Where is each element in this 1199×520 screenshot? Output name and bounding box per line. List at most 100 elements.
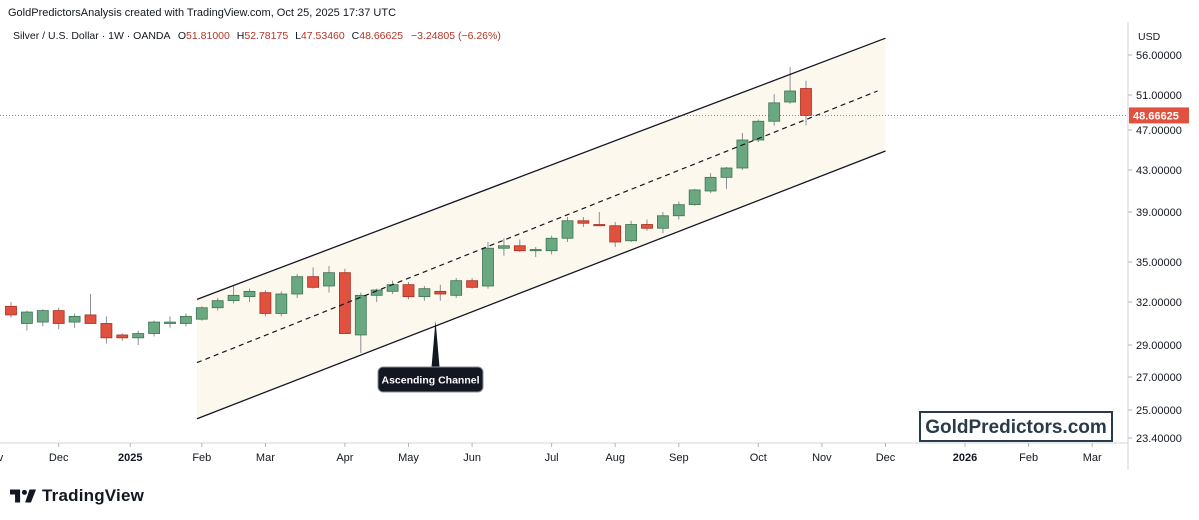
- callout-text: Ascending Channel: [381, 375, 479, 387]
- candle[interactable]: [243, 288, 256, 302]
- candle[interactable]: [800, 80, 812, 126]
- candle-body-up: [243, 290, 256, 298]
- y-tick-label: 29.00000: [1136, 340, 1182, 352]
- candle[interactable]: [354, 292, 367, 353]
- candle[interactable]: [529, 247, 542, 257]
- x-tick-label: Nov: [0, 452, 4, 464]
- candle-body-up: [657, 215, 669, 229]
- candle-body-down: [577, 220, 590, 224]
- candle[interactable]: [466, 278, 479, 289]
- candle-body-down: [52, 310, 65, 324]
- candle[interactable]: [784, 67, 796, 104]
- candle-body-up: [736, 139, 749, 169]
- candle[interactable]: [291, 274, 304, 298]
- legend-high-label: H: [237, 30, 245, 42]
- candle[interactable]: [402, 282, 415, 300]
- x-tick-label: Aug: [605, 452, 625, 464]
- candle-body-down: [84, 314, 97, 324]
- candle[interactable]: [52, 307, 65, 330]
- candle[interactable]: [688, 188, 701, 206]
- legend-high-value: 52.78175: [244, 30, 288, 42]
- candle-body-down: [593, 224, 606, 227]
- price-chart[interactable]: 56.00000 51.00000 47.00000 43.00000 39.00000…: [0, 0, 1199, 480]
- candle[interactable]: [641, 219, 653, 231]
- candle-body-up: [179, 315, 192, 324]
- candle[interactable]: [195, 306, 208, 321]
- candle[interactable]: [100, 316, 113, 344]
- candle-body-up: [720, 167, 733, 178]
- ascending-channel-callout[interactable]: Ascending Channel: [377, 320, 484, 393]
- candle[interactable]: [720, 167, 733, 189]
- candle[interactable]: [561, 217, 574, 242]
- candle[interactable]: [609, 222, 622, 247]
- x-tick-label: 2025: [118, 452, 142, 464]
- candle[interactable]: [211, 298, 224, 311]
- candle-body-up: [323, 272, 335, 287]
- candle[interactable]: [545, 235, 558, 255]
- candle[interactable]: [323, 266, 335, 293]
- x-tick-label: Feb: [1019, 452, 1038, 464]
- candle[interactable]: [227, 286, 240, 304]
- candle[interactable]: [704, 173, 717, 194]
- x-tick-label: Dec: [49, 452, 69, 464]
- y-tick-label: 56.00000: [1136, 50, 1182, 62]
- candle[interactable]: [179, 313, 192, 327]
- x-tick-label: Mar: [1083, 452, 1102, 464]
- candle[interactable]: [116, 333, 129, 341]
- x-tick-label: 2026: [953, 452, 977, 464]
- candle[interactable]: [672, 201, 685, 220]
- candle[interactable]: [36, 309, 49, 327]
- candle[interactable]: [275, 291, 288, 317]
- candle[interactable]: [418, 286, 431, 301]
- watermark: GoldPredictors.com: [919, 411, 1113, 442]
- candle-body-up: [227, 294, 240, 302]
- candle[interactable]: [132, 330, 145, 345]
- overlay-layer: Ascending Channel GoldPredictors.com: [196, 37, 1113, 442]
- candle[interactable]: [482, 242, 494, 289]
- channel-lower-line[interactable]: [196, 150, 886, 420]
- candles-layer: [5, 67, 812, 353]
- candle[interactable]: [768, 94, 781, 126]
- candle[interactable]: [5, 302, 17, 318]
- candle-body-up: [672, 204, 685, 217]
- y-tick-label: 43.00000: [1136, 165, 1182, 177]
- candle[interactable]: [307, 267, 320, 289]
- chart-attribution: GoldPredictorsAnalysis created with Trad…: [8, 7, 397, 19]
- channel-fill: [197, 38, 886, 419]
- candle-body-up: [450, 280, 463, 296]
- candle[interactable]: [497, 238, 510, 256]
- footer-brand-text: TradingView: [42, 486, 145, 505]
- candle-body-up: [148, 321, 161, 334]
- candle-body-up: [36, 310, 49, 323]
- candle[interactable]: [148, 320, 161, 337]
- candle-body-up: [529, 249, 542, 252]
- channel-layer: [197, 38, 886, 419]
- candle[interactable]: [20, 310, 33, 331]
- candle-body-down: [800, 88, 812, 116]
- candle[interactable]: [593, 212, 606, 227]
- candle[interactable]: [577, 217, 590, 227]
- candle-body-down: [609, 225, 622, 243]
- candle-body-up: [291, 276, 304, 295]
- candle-body-up: [688, 189, 701, 206]
- candle[interactable]: [259, 290, 272, 317]
- candle[interactable]: [164, 316, 176, 328]
- candle-body-up: [275, 293, 288, 314]
- candle[interactable]: [657, 212, 669, 234]
- candle-body-down: [338, 272, 351, 334]
- callout-pointer: [431, 320, 440, 367]
- candle[interactable]: [338, 268, 351, 334]
- candle[interactable]: [513, 239, 526, 253]
- candle[interactable]: [84, 294, 97, 324]
- candle[interactable]: [736, 133, 749, 170]
- candle[interactable]: [450, 278, 463, 298]
- legend-change: −3.24805 (−6.26%): [411, 30, 501, 42]
- candle[interactable]: [434, 284, 447, 301]
- channel-upper-line[interactable]: [196, 37, 886, 300]
- y-tick-label: 51.00000: [1136, 90, 1182, 102]
- candle[interactable]: [625, 220, 637, 242]
- candle[interactable]: [68, 313, 81, 328]
- x-tick-label: Feb: [192, 452, 211, 464]
- legend-open-label: O: [178, 30, 186, 42]
- x-tick-label: Mar: [256, 452, 275, 464]
